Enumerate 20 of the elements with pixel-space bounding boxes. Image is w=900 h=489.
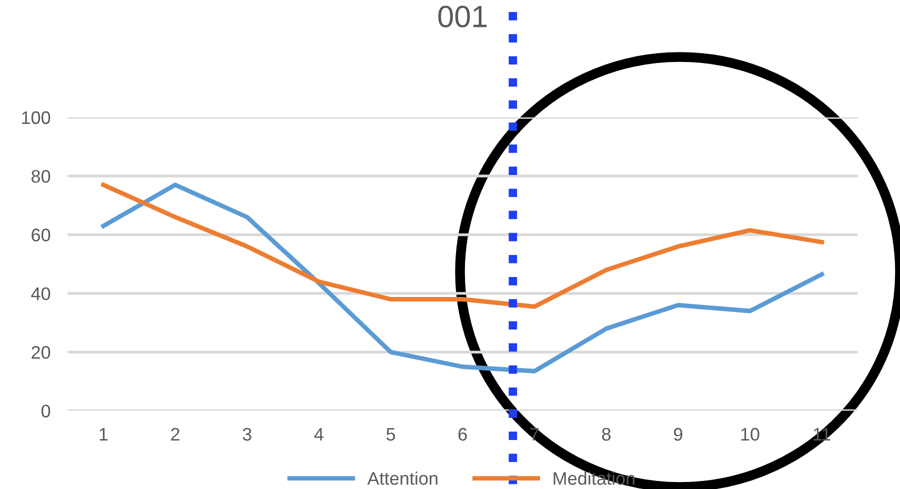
x-tick-label: 4 [314, 428, 324, 441]
x-tick-label: 7 [530, 428, 539, 441]
y-tick-label: 0 [42, 404, 50, 418]
legend-label: Attention [367, 472, 438, 485]
x-tick-label: 8 [602, 428, 611, 441]
x-tick-label: 10 [741, 428, 760, 441]
y-tick-label: 80 [32, 170, 50, 183]
x-tick-label: 2 [171, 428, 180, 441]
x-tick-label: 6 [458, 428, 467, 441]
chart-title: 001 [438, 6, 487, 28]
y-tick-label: 20 [32, 346, 50, 359]
x-tick-label: 5 [386, 428, 396, 441]
x-tick-label: 3 [242, 428, 252, 441]
line-series [101, 182, 824, 374]
line-series [101, 182, 824, 309]
y-tick-label: 40 [31, 287, 50, 300]
y-tick-label: 100 [22, 111, 50, 124]
y-tick-label: 60 [32, 228, 50, 242]
x-tick-label: 9 [674, 428, 682, 441]
x-tick-label: 1 [100, 428, 108, 441]
